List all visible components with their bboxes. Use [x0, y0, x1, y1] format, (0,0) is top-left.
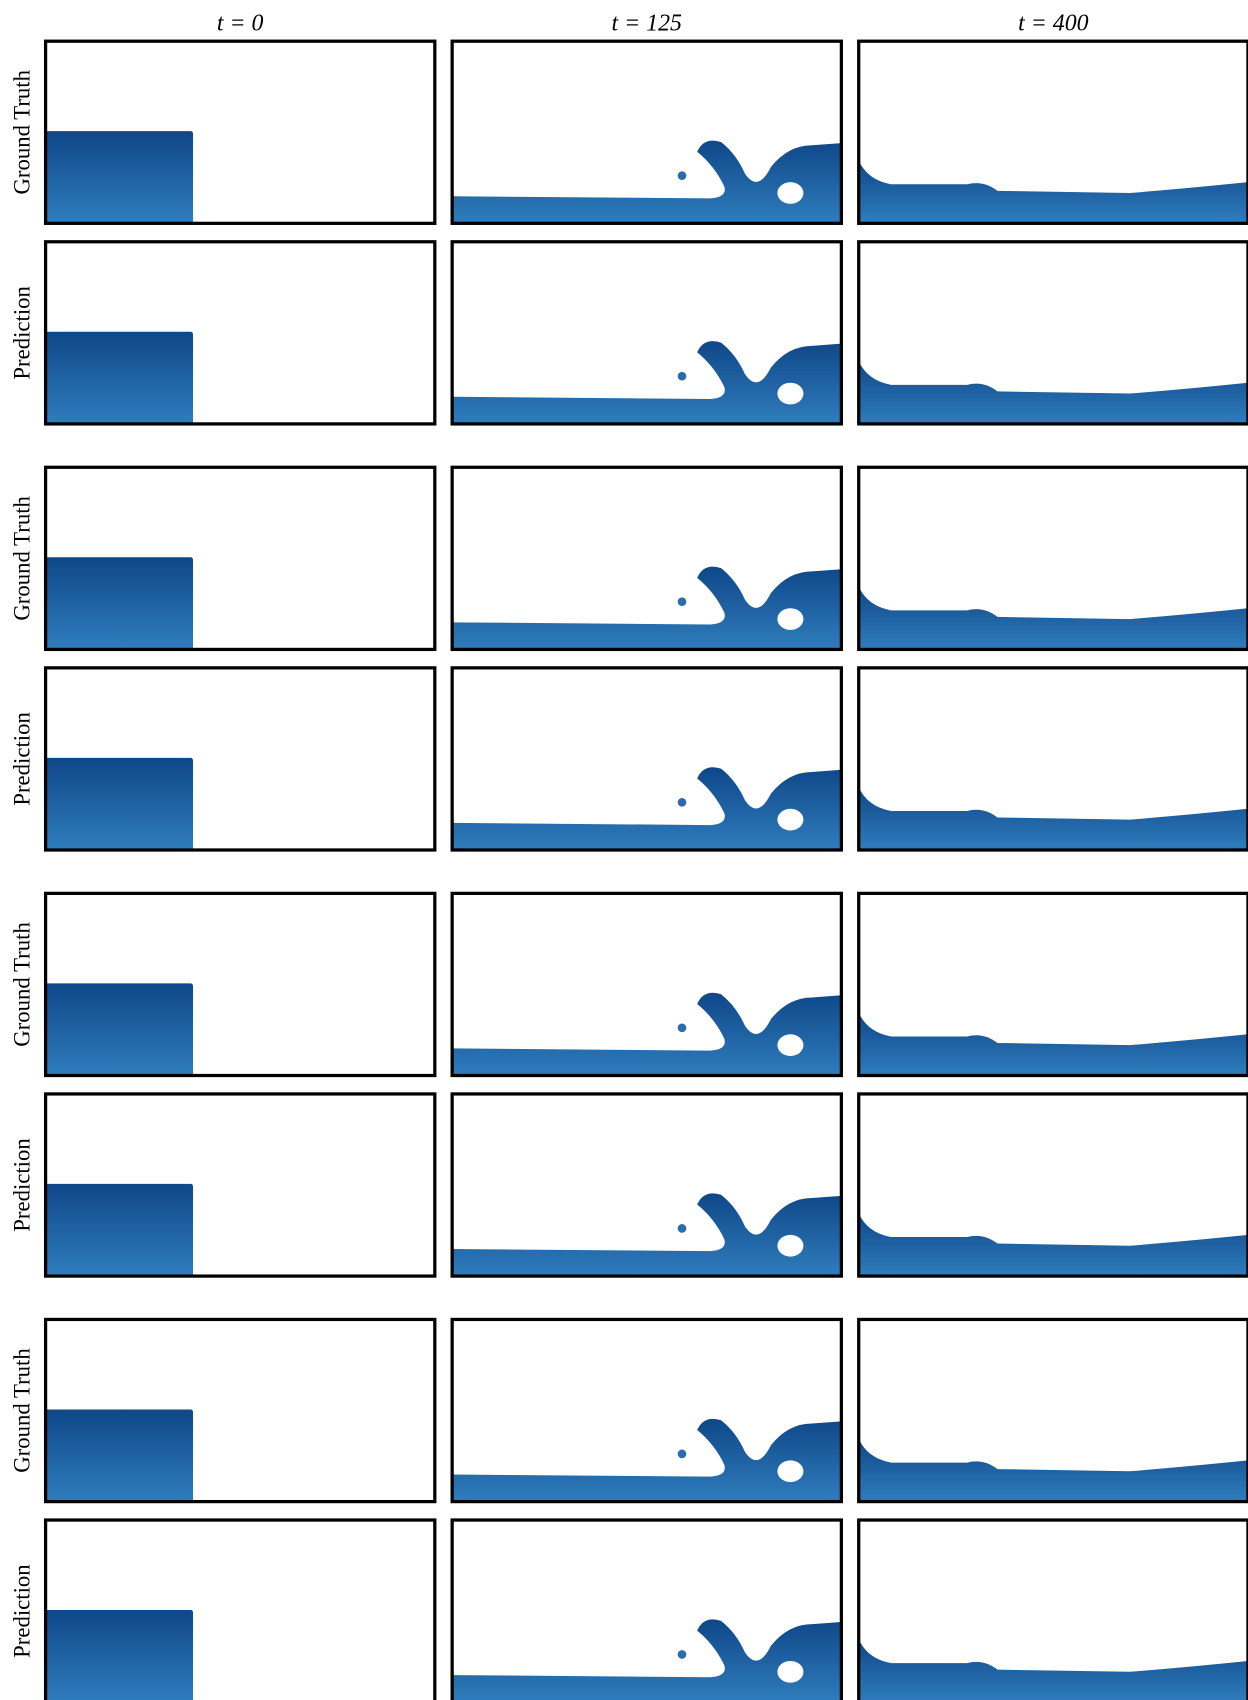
row-label: Prediction [9, 285, 34, 379]
row-label: Prediction [9, 1138, 34, 1232]
fluid-gap [777, 383, 803, 405]
fluid-gap [777, 182, 803, 204]
column-title: t = 125 [612, 10, 682, 36]
row-label: Prediction [9, 1564, 34, 1658]
simulation-frame [452, 41, 841, 223]
simulation-frame [46, 668, 435, 850]
fluid [46, 983, 193, 1075]
row-label: Prediction [9, 712, 34, 806]
fluid [46, 1184, 193, 1276]
simulation-frame [46, 893, 435, 1075]
fluid [46, 1409, 193, 1501]
simulation-frame [452, 1094, 841, 1276]
fluid [46, 131, 193, 223]
simulation-frame [452, 668, 841, 850]
simulation-frame [46, 41, 435, 223]
fluid [46, 332, 193, 424]
droplet [678, 798, 687, 807]
simulation-frame [859, 242, 1248, 424]
fluid-gap [777, 608, 803, 630]
page: t = 0 t = 125 t = 400 Ground Truth Predictio… [0, 0, 1248, 1700]
fluid-gap [777, 1034, 803, 1056]
droplet [678, 171, 687, 180]
fluid [46, 1610, 193, 1700]
simulation-frame [859, 1319, 1248, 1501]
row-label: Ground Truth [9, 922, 34, 1047]
simulation-frame [452, 1319, 841, 1501]
droplet [678, 1224, 687, 1233]
droplet [678, 1650, 687, 1659]
simulation-frame [452, 1520, 841, 1700]
simulation-frame [46, 1094, 435, 1276]
simulation-frame [452, 893, 841, 1075]
simulation-frame [46, 1319, 435, 1501]
droplet [678, 597, 687, 606]
simulation-frame [859, 41, 1248, 223]
fluid-gap [777, 809, 803, 831]
simulation-frame [46, 467, 435, 649]
row-label: Ground Truth [9, 69, 34, 194]
simulation-frame [859, 1094, 1248, 1276]
simulation-frame [46, 242, 435, 424]
figure: t = 0 t = 125 t = 400 Ground Truth Predictio… [0, 0, 1248, 1700]
fluid-gap [777, 1460, 803, 1482]
droplet [678, 1023, 687, 1032]
fluid-gap [777, 1235, 803, 1257]
fluid-gap [777, 1661, 803, 1683]
droplet [678, 1450, 687, 1459]
simulation-frame [859, 668, 1248, 850]
fluid [46, 557, 193, 649]
simulation-frame [859, 467, 1248, 649]
simulation-frame [452, 467, 841, 649]
fluid [46, 758, 193, 850]
droplet [678, 372, 687, 381]
simulation-frame [452, 242, 841, 424]
row-label: Ground Truth [9, 495, 34, 620]
row-label: Ground Truth [9, 1348, 34, 1473]
column-title: t = 400 [1018, 10, 1088, 36]
simulation-frame [46, 1520, 435, 1700]
column-title: t = 0 [217, 10, 264, 36]
simulation-frame [859, 1520, 1248, 1700]
simulation-frame [859, 893, 1248, 1075]
